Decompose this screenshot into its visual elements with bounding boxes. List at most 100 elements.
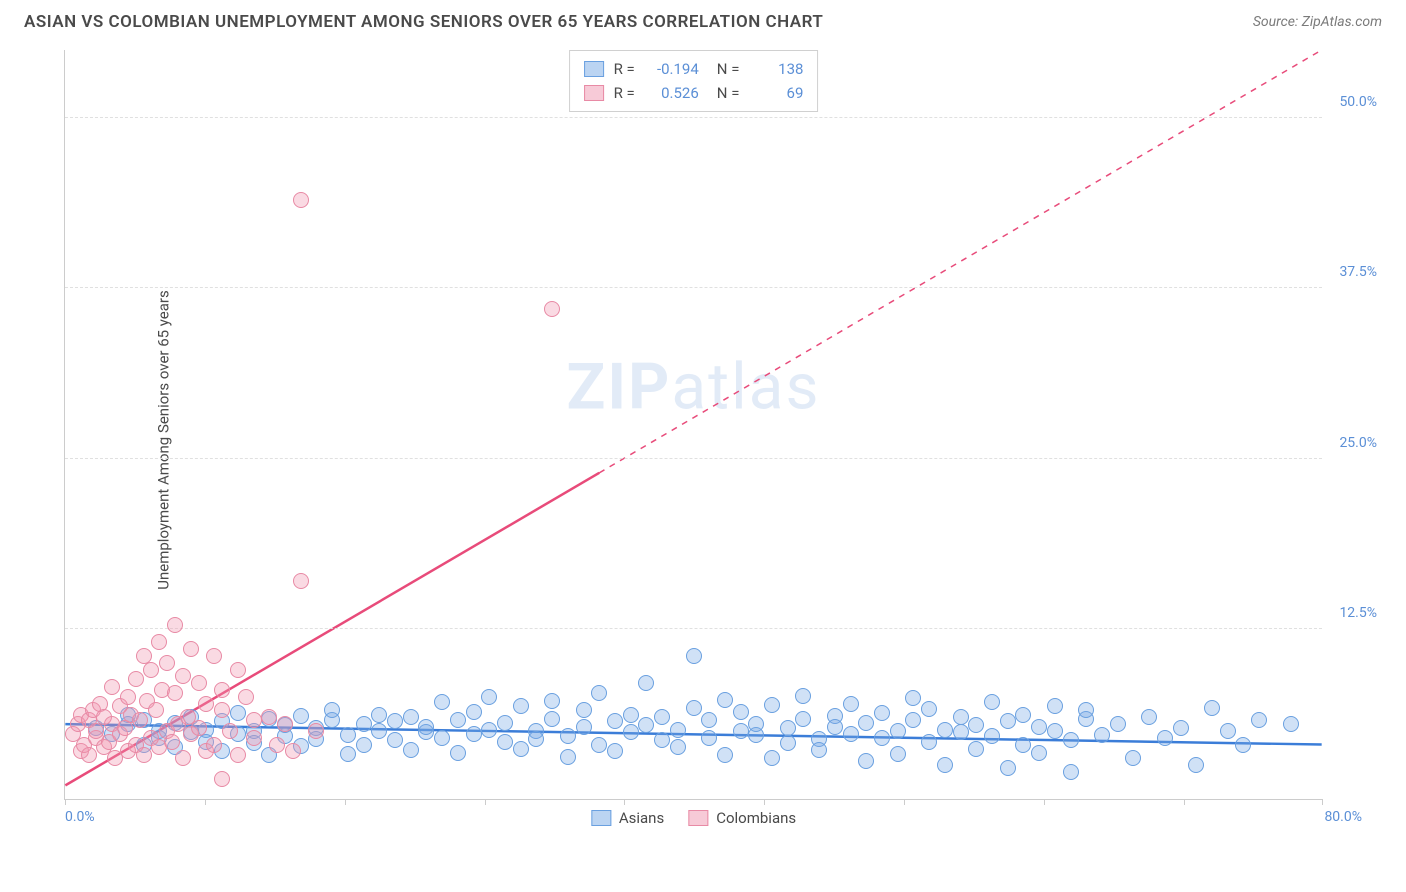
series-swatch bbox=[584, 61, 604, 77]
data-point bbox=[544, 301, 560, 317]
data-point bbox=[128, 671, 144, 687]
data-point bbox=[654, 709, 670, 725]
data-point bbox=[717, 747, 733, 763]
data-point bbox=[1063, 732, 1079, 748]
x-tick bbox=[345, 799, 346, 805]
data-point bbox=[293, 192, 309, 208]
data-point bbox=[1251, 712, 1267, 728]
data-point bbox=[795, 711, 811, 727]
data-point bbox=[780, 720, 796, 736]
data-point bbox=[890, 723, 906, 739]
x-tick bbox=[904, 799, 905, 805]
gridline bbox=[65, 117, 1322, 118]
data-point bbox=[623, 724, 639, 740]
legend-item: Colombians bbox=[688, 809, 796, 827]
stat-label: N = bbox=[717, 81, 740, 105]
data-point bbox=[277, 716, 293, 732]
data-point bbox=[164, 734, 180, 750]
data-point bbox=[874, 730, 890, 746]
data-point bbox=[654, 732, 670, 748]
series-swatch bbox=[688, 810, 708, 826]
x-tick bbox=[1184, 799, 1185, 805]
data-point bbox=[1110, 716, 1126, 732]
gridline bbox=[65, 458, 1322, 459]
series-legend: AsiansColombians bbox=[591, 809, 796, 827]
data-point bbox=[843, 696, 859, 712]
data-point bbox=[120, 689, 136, 705]
data-point bbox=[104, 679, 120, 695]
data-point bbox=[733, 704, 749, 720]
data-point bbox=[733, 723, 749, 739]
data-point bbox=[1125, 750, 1141, 766]
plot-area: ZIPatlas R =-0.194N =138R =0.526N =69 As… bbox=[64, 50, 1322, 800]
data-point bbox=[937, 757, 953, 773]
chart-title: ASIAN VS COLOMBIAN UNEMPLOYMENT AMONG SE… bbox=[24, 12, 823, 32]
data-point bbox=[175, 750, 191, 766]
data-point bbox=[466, 704, 482, 720]
data-point bbox=[497, 715, 513, 731]
stat-label: R = bbox=[614, 57, 635, 81]
data-point bbox=[623, 707, 639, 723]
data-point bbox=[1220, 723, 1236, 739]
data-point bbox=[481, 722, 497, 738]
data-point bbox=[576, 719, 592, 735]
data-point bbox=[356, 737, 372, 753]
x-tick bbox=[485, 799, 486, 805]
data-point bbox=[143, 662, 159, 678]
data-point bbox=[434, 694, 450, 710]
stats-row: R =-0.194N =138 bbox=[584, 57, 804, 81]
data-point bbox=[293, 573, 309, 589]
data-point bbox=[466, 726, 482, 742]
legend-label: Colombians bbox=[716, 809, 796, 827]
x-tick bbox=[65, 799, 66, 805]
data-point bbox=[528, 731, 544, 747]
data-point bbox=[151, 634, 167, 650]
data-point bbox=[175, 668, 191, 684]
data-point bbox=[148, 702, 164, 718]
trend-line-extrapolated bbox=[599, 50, 1321, 473]
data-point bbox=[905, 712, 921, 728]
data-point bbox=[324, 702, 340, 718]
x-tick bbox=[764, 799, 765, 805]
data-point bbox=[214, 771, 230, 787]
data-point bbox=[1094, 727, 1110, 743]
data-point bbox=[293, 708, 309, 724]
data-point bbox=[827, 719, 843, 735]
data-point bbox=[607, 713, 623, 729]
series-swatch bbox=[591, 810, 611, 826]
data-point bbox=[81, 747, 97, 763]
data-point bbox=[497, 734, 513, 750]
data-point bbox=[1031, 745, 1047, 761]
stat-n-value: 69 bbox=[749, 81, 803, 105]
data-point bbox=[953, 724, 969, 740]
data-point bbox=[638, 675, 654, 691]
data-point bbox=[214, 702, 230, 718]
x-axis-label: 80.0% bbox=[1324, 809, 1362, 825]
data-point bbox=[238, 689, 254, 705]
chart-container: Unemployment Among Seniors over 65 years… bbox=[24, 40, 1382, 840]
data-point bbox=[198, 696, 214, 712]
data-point bbox=[1157, 730, 1173, 746]
data-point bbox=[434, 730, 450, 746]
data-point bbox=[560, 749, 576, 765]
data-point bbox=[686, 648, 702, 664]
data-point bbox=[308, 723, 324, 739]
data-point bbox=[159, 655, 175, 671]
trend-lines bbox=[65, 50, 1322, 799]
data-point bbox=[984, 694, 1000, 710]
data-point bbox=[591, 737, 607, 753]
data-point bbox=[1031, 719, 1047, 735]
data-point bbox=[387, 713, 403, 729]
stats-legend-box: R =-0.194N =138R =0.526N =69 bbox=[569, 50, 819, 112]
data-point bbox=[717, 692, 733, 708]
data-point bbox=[183, 641, 199, 657]
data-point bbox=[1000, 760, 1016, 776]
data-point bbox=[591, 685, 607, 701]
data-point bbox=[1235, 737, 1251, 753]
data-point bbox=[1204, 700, 1220, 716]
data-point bbox=[607, 743, 623, 759]
data-point bbox=[1015, 707, 1031, 723]
data-point bbox=[230, 747, 246, 763]
data-point bbox=[937, 722, 953, 738]
source-attribution: Source: ZipAtlas.com bbox=[1253, 14, 1382, 30]
